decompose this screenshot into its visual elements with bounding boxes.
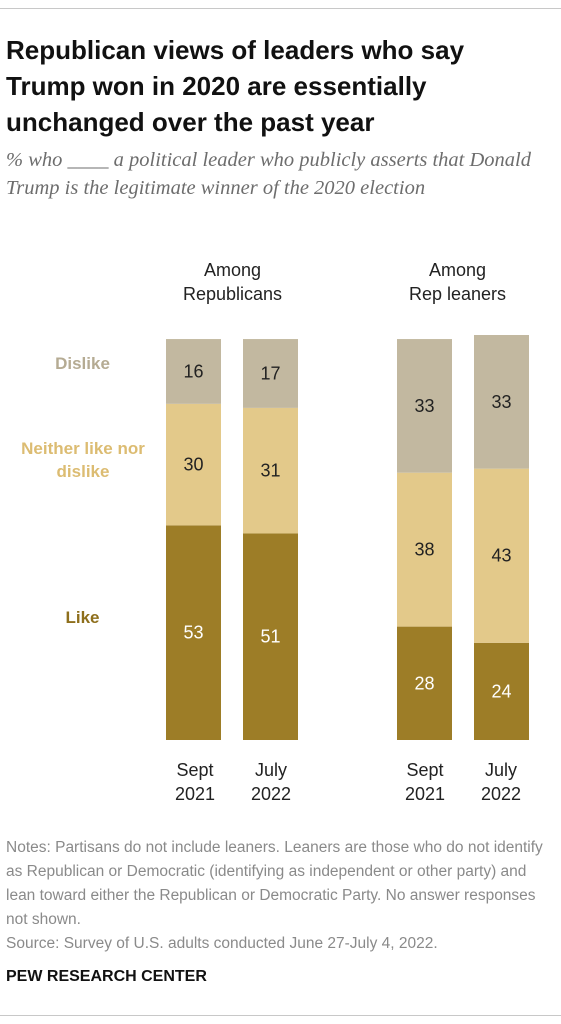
bar-value-label-g1-c1-s1: 43 — [491, 546, 511, 566]
chart-title: Republican views of leaders who say Trum… — [6, 35, 465, 137]
bar-segment-g0-c1-s1 — [243, 407, 298, 534]
bar-value-label-g1-c0-s1: 38 — [414, 540, 434, 560]
x-label-rep-july-2022: July 2022 — [250, 760, 292, 804]
bar-value-label-g0-c0-s0: 53 — [183, 623, 203, 643]
segment-label-neither: Neither like nor dislike — [21, 439, 145, 481]
bar-segment-g1-c0-s0 — [397, 626, 452, 740]
bottom-rule — [0, 1015, 561, 1016]
bar-value-label-g1-c0-s2: 33 — [414, 396, 434, 416]
group-label-rep-leaners-line1: Among — [428, 260, 487, 280]
bar-segment-g0-c1-s2 — [243, 339, 298, 408]
bar-value-label-g0-c0-s2: 16 — [183, 361, 203, 381]
source: Source: Survey of U.S. adults conducted … — [6, 935, 438, 952]
bar-segment-g0-c0-s0 — [166, 525, 221, 740]
brand-label: PEW RESEARCH CENTER — [6, 968, 207, 985]
chart-subtitle: % who ____ a political leader who public… — [6, 149, 532, 199]
bar-value-label-g1-c0-s0: 28 — [414, 673, 434, 693]
group-label-rep-leaners: Among Rep leaners — [375, 258, 540, 306]
bar-value-label-g0-c0-s1: 30 — [183, 455, 203, 475]
stacked-bar-chart: 53 30 16 51 31 17 28 38 33 24 43 33 — [166, 335, 529, 740]
bar-value-label-g1-c1-s2: 33 — [491, 392, 511, 412]
bar-segment-g1-c0-s2 — [397, 339, 452, 473]
bar-value-label-g0-c1-s0: 51 — [260, 627, 280, 647]
segment-label-dislike: Dislike — [55, 354, 110, 373]
bar-segment-g0-c0-s2 — [166, 339, 221, 404]
bar-value-label-g0-c1-s1: 31 — [260, 461, 280, 481]
bar-segment-g1-c1-s0 — [474, 642, 529, 740]
bar-segment-g1-c0-s1 — [397, 472, 452, 627]
group-label-republicans-line1: Among — [203, 260, 262, 280]
group-label-republicans-line2: Republicans — [182, 284, 283, 304]
group-label-republicans: Among Republicans — [150, 258, 315, 306]
bar-value-label-g0-c1-s2: 17 — [260, 363, 280, 383]
notes: Notes: Partisans do not include leaners.… — [6, 839, 543, 928]
bar-segment-g0-c0-s1 — [166, 403, 221, 526]
x-label-leaners-sept-2021: Sept 2021 — [404, 760, 446, 804]
x-label-leaners-july-2022: July 2022 — [480, 760, 522, 804]
bar-segment-g1-c1-s2 — [474, 335, 529, 469]
bar-segment-g1-c1-s1 — [474, 468, 529, 643]
top-rule — [0, 8, 561, 9]
bar-segment-g0-c1-s0 — [243, 533, 298, 740]
x-label-rep-sept-2021: Sept 2021 — [174, 760, 216, 804]
bar-value-label-g1-c1-s0: 24 — [491, 681, 511, 701]
segment-label-like: Like — [65, 608, 100, 627]
group-label-rep-leaners-line2: Rep leaners — [408, 284, 507, 304]
